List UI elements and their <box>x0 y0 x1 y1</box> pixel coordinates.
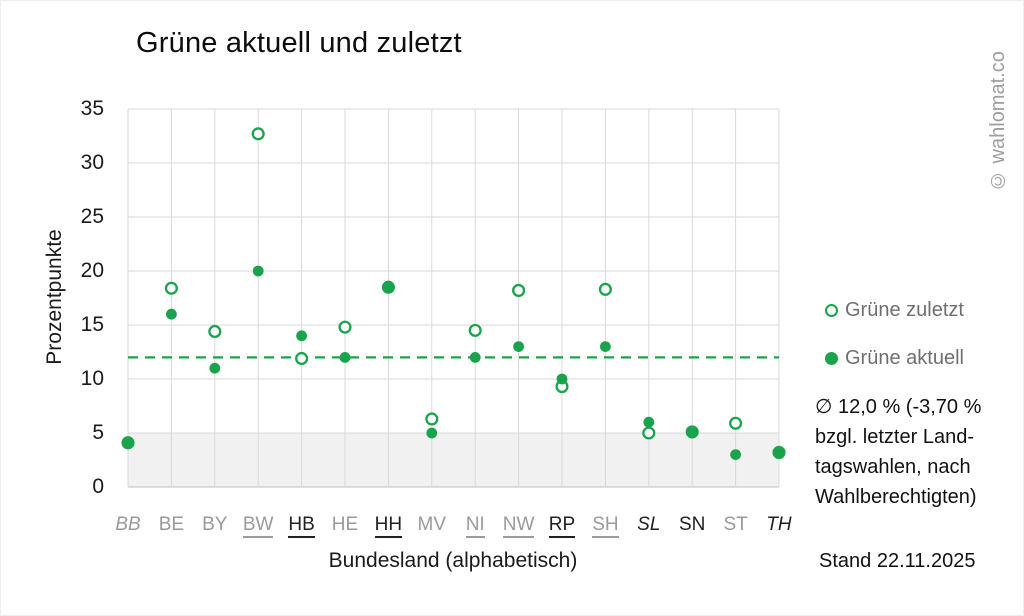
point-aktuell-HE <box>339 352 351 363</box>
x-label-HE: HE <box>331 514 359 535</box>
x-category-NI: NI <box>453 511 497 539</box>
x-axis-title: Bundesland (alphabetisch) <box>328 549 578 572</box>
x-label-BB: BB <box>115 514 141 535</box>
x-label-BY: BY <box>202 514 228 535</box>
x-category-HE: HE <box>323 511 367 539</box>
point-aktuell-BW <box>252 265 264 277</box>
x-category-HH: HH <box>366 511 410 539</box>
x-category-SN: SN <box>670 511 714 539</box>
point-zuletzt-MV <box>425 412 439 426</box>
chart-title: Grüne aktuell und zuletzt <box>136 27 462 59</box>
x-category-ST: ST <box>714 511 758 539</box>
point-zuletzt-SH <box>598 282 612 296</box>
x-label-SH: SH <box>592 514 619 538</box>
point-aktuell-HB <box>296 330 307 342</box>
y-tick-5: 5 <box>92 421 104 444</box>
x-category-MV: MV <box>410 511 454 539</box>
x-category-BE: BE <box>149 511 193 539</box>
y-tick-25: 25 <box>80 205 104 228</box>
annotation-line: Wahlberechtigten) <box>815 486 977 508</box>
y-tick-35: 35 <box>80 97 104 120</box>
threshold-band <box>128 433 779 487</box>
open-circle-icon <box>825 303 838 317</box>
legend-item-zuletzt: Grüne zuletzt <box>825 297 964 323</box>
x-label-RP: RP <box>548 514 576 538</box>
x-category-TH: TH <box>757 511 801 539</box>
x-label-BW: BW <box>242 514 274 538</box>
x-label-HB: HB <box>288 514 315 538</box>
point-zuletzt-ST <box>729 416 743 430</box>
y-tick-10: 10 <box>80 367 104 390</box>
mean-annotation: ∅ 12,0 % (-3,70 % bzgl. letzter Land-tags… <box>815 392 1021 512</box>
x-label-BE: BE <box>158 514 185 535</box>
x-label-NI: NI <box>465 514 485 538</box>
x-label-HH: HH <box>374 514 403 538</box>
x-category-BY: BY <box>193 511 237 539</box>
point-aktuell-BE <box>166 308 177 320</box>
y-tick-15: 15 <box>80 313 104 336</box>
x-category-SL: SL <box>627 511 671 539</box>
legend-label: Grüne aktuell <box>845 346 964 369</box>
x-label-ST: ST <box>723 514 748 535</box>
annotation-line: ∅ 12,0 % (-3,70 % <box>815 396 982 418</box>
point-aktuell-BB <box>122 438 134 450</box>
point-aktuell-SL <box>643 416 655 428</box>
point-aktuell-NI <box>469 352 481 363</box>
legend-label: Grüne zuletzt <box>845 298 964 321</box>
y-tick-30: 30 <box>80 151 104 174</box>
annotation-line: bzgl. letzter Land- <box>815 426 974 448</box>
y-tick-0: 0 <box>92 475 104 498</box>
point-aktuell-SH <box>600 341 611 352</box>
x-label-SN: SN <box>678 514 706 535</box>
point-zuletzt-NW <box>512 283 526 297</box>
point-zuletzt-NI <box>468 323 482 337</box>
point-zuletzt-BE <box>164 281 178 295</box>
point-aktuell-HH <box>383 281 394 293</box>
point-zuletzt-HE <box>338 320 352 334</box>
x-label-NW: NW <box>502 514 535 538</box>
point-aktuell-NW <box>513 341 524 352</box>
date-stamp: Stand 22.11.2025 <box>819 550 976 572</box>
x-category-NW: NW <box>497 511 541 539</box>
point-aktuell-SN <box>686 427 698 439</box>
annotation-line: tagswahlen, nach <box>815 456 971 478</box>
x-label-TH: TH <box>766 514 792 535</box>
y-axis-title: Prozentpunkte <box>43 229 66 365</box>
point-aktuell-BY <box>209 362 221 374</box>
watermark: © wahlomat.co <box>987 51 1009 191</box>
x-category-HB: HB <box>280 511 324 539</box>
x-category-SH: SH <box>583 511 627 539</box>
point-aktuell-MV <box>426 427 438 439</box>
x-category-BW: BW <box>236 511 280 539</box>
point-zuletzt-BY <box>208 324 222 339</box>
legend: Grüne zuletzt Grüne aktuell <box>825 297 964 393</box>
filled-circle-icon <box>825 351 838 365</box>
point-zuletzt-HB <box>295 351 309 366</box>
x-category-RP: RP <box>540 511 584 539</box>
point-aktuell-TH <box>773 448 785 459</box>
point-aktuell-RP <box>556 373 568 385</box>
x-label-MV: MV <box>417 514 447 535</box>
x-category-BB: BB <box>106 511 150 539</box>
point-zuletzt-BW <box>251 127 265 141</box>
legend-item-aktuell: Grüne aktuell <box>825 345 964 371</box>
point-zuletzt-SL <box>642 426 656 440</box>
point-aktuell-ST <box>730 449 741 460</box>
y-tick-20: 20 <box>80 259 104 282</box>
x-label-SL: SL <box>637 514 661 535</box>
